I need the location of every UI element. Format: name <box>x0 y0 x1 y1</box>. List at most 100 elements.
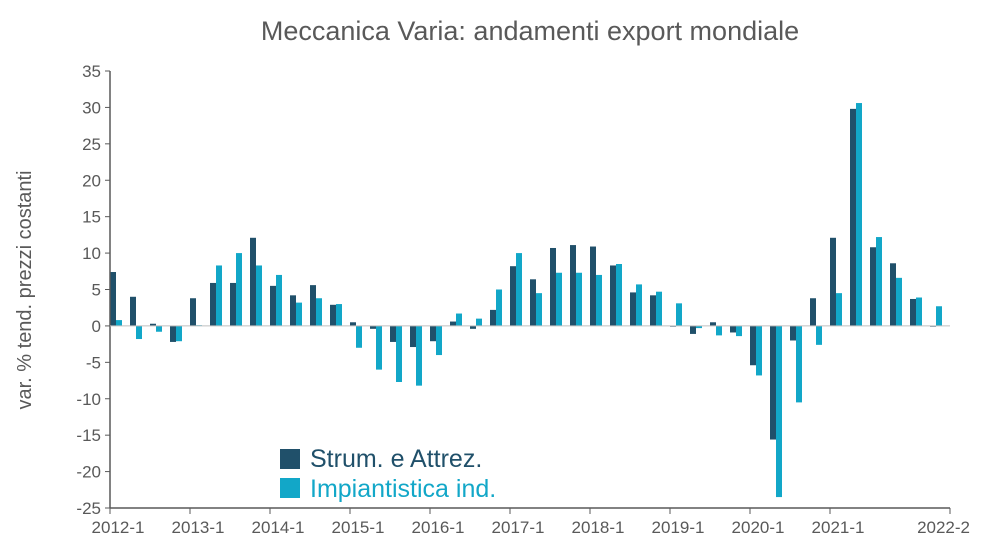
legend-swatch-strum <box>280 449 300 469</box>
y-axis-label: var. % tend. prezzi costanti <box>14 170 36 409</box>
bar-impiantistica-2014-2 <box>296 302 302 326</box>
y-tick-label: -25 <box>76 499 101 518</box>
bar-strum-2014-4 <box>330 304 336 326</box>
bar-strum-2016-1 <box>430 325 436 342</box>
bar-strum-2018-4 <box>650 295 656 326</box>
bar-strum-2012-4 <box>170 325 176 342</box>
x-tick-label: 2022-2 <box>917 518 970 537</box>
x-tick-label: 2019-1 <box>652 518 705 537</box>
bar-strum-2017-3 <box>550 247 556 326</box>
bar-strum-2018-1 <box>590 246 596 326</box>
bar-impiantistica-2015-4 <box>416 325 422 386</box>
bar-impiantistica-2015-2 <box>376 325 382 370</box>
y-tick-label: 35 <box>82 62 101 81</box>
bar-impiantistica-2012-4 <box>176 325 182 342</box>
x-tick-label: 2015-1 <box>332 518 385 537</box>
bar-impiantistica-2019-1 <box>676 303 682 326</box>
bar-strum-2012-2 <box>130 296 136 326</box>
y-tick-label: 30 <box>82 98 101 117</box>
bar-impiantistica-2017-1 <box>516 253 522 326</box>
y-tick-label: 5 <box>92 281 101 300</box>
bar-strum-2014-1 <box>270 285 276 326</box>
bar-impiantistica-2020-3 <box>796 325 802 403</box>
bar-strum-2021-3 <box>870 247 876 326</box>
bar-strum-2016-3 <box>470 325 476 329</box>
x-tick-label: 2020-1 <box>732 518 785 537</box>
x-tick-label: 2017-1 <box>492 518 545 537</box>
x-tick-label: 2013-1 <box>172 518 225 537</box>
bar-impiantistica-2012-1 <box>116 320 122 326</box>
bar-impiantistica-2013-3 <box>236 253 242 326</box>
bar-impiantistica-2014-4 <box>336 304 342 326</box>
bar-impiantistica-2014-3 <box>316 298 322 326</box>
bar-impiantistica-2015-1 <box>356 325 362 348</box>
bar-strum-2014-2 <box>290 295 296 326</box>
bar-strum-2015-4 <box>410 325 416 348</box>
bar-impiantistica-2018-4 <box>656 291 662 326</box>
bar-impiantistica-2013-4 <box>256 265 262 326</box>
bar-strum-2020-2 <box>770 325 776 440</box>
bar-impiantistica-2018-2 <box>616 264 622 326</box>
y-tick-label: -5 <box>86 353 101 372</box>
y-tick-label: 20 <box>82 171 101 190</box>
bar-strum-2022-1 <box>910 298 916 326</box>
legend-label-strum: Strum. e Attrez. <box>310 445 482 473</box>
bar-strum-2021-4 <box>890 263 896 326</box>
bar-impiantistica-2016-2 <box>456 313 462 326</box>
bar-impiantistica-2012-2 <box>136 325 142 340</box>
bar-impiantistica-2019-4 <box>736 325 742 337</box>
legend-label-impiantistica: Impiantistica ind. <box>310 475 496 503</box>
bar-strum-2018-3 <box>630 292 636 326</box>
x-tick-label: 2014-1 <box>252 518 305 537</box>
bar-impiantistica-2019-3 <box>716 325 722 336</box>
bar-strum-2013-3 <box>230 282 236 326</box>
bar-impiantistica-2020-4 <box>816 325 822 345</box>
bar-impiantistica-2017-3 <box>556 272 562 326</box>
bar-impiantistica-2021-1 <box>836 293 842 326</box>
x-tick-label: 2016-1 <box>412 518 465 537</box>
bar-impiantistica-2013-2 <box>216 265 222 326</box>
y-tick-label: 10 <box>82 244 101 263</box>
bar-strum-2013-1 <box>190 298 196 326</box>
bar-strum-2015-3 <box>390 325 396 342</box>
bar-impiantistica-2012-3 <box>156 325 162 332</box>
bar-strum-2015-1 <box>350 322 356 326</box>
bar-strum-2021-2 <box>850 108 856 326</box>
bar-strum-2017-4 <box>570 245 576 326</box>
y-tick-label: 25 <box>82 135 101 154</box>
bar-strum-2019-2 <box>690 325 696 334</box>
bar-impiantistica-2016-3 <box>476 318 482 326</box>
x-tick-label: 2012-1 <box>92 518 145 537</box>
y-tick-label: -20 <box>76 463 101 482</box>
y-tick-label: -15 <box>76 426 101 445</box>
bar-impiantistica-2020-2 <box>776 325 782 498</box>
bar-impiantistica-2021-2 <box>856 103 862 326</box>
bar-impiantistica-2014-1 <box>276 274 282 326</box>
y-tick-label: 0 <box>92 317 101 336</box>
bar-impiantistica-2022-1 <box>916 297 922 326</box>
legend-swatch-impiantistica <box>280 478 300 498</box>
bar-strum-2014-3 <box>310 285 316 326</box>
bar-impiantistica-2018-3 <box>636 284 642 326</box>
bar-strum-2013-2 <box>210 282 216 326</box>
y-tick-label: 15 <box>82 208 101 227</box>
bar-strum-2013-4 <box>250 237 256 326</box>
bar-strum-2020-4 <box>810 298 816 326</box>
bar-strum-2016-2 <box>450 321 456 326</box>
bar-impiantistica-2019-2 <box>696 325 702 329</box>
bar-strum-2016-4 <box>490 309 496 326</box>
bar-impiantistica-2017-4 <box>576 272 582 326</box>
bar-impiantistica-2022-2 <box>936 306 942 326</box>
bar-strum-2021-1 <box>830 237 836 326</box>
bar-impiantistica-2021-4 <box>896 277 902 326</box>
bar-strum-2015-2 <box>370 325 376 329</box>
bar-impiantistica-2018-1 <box>596 274 602 326</box>
y-tick-label: -10 <box>76 390 101 409</box>
bar-strum-2017-2 <box>530 279 536 326</box>
bar-strum-2019-4 <box>730 325 736 333</box>
bar-impiantistica-2015-3 <box>396 325 402 382</box>
x-tick-label: 2018-1 <box>572 518 625 537</box>
bar-impiantistica-2020-1 <box>756 325 762 376</box>
